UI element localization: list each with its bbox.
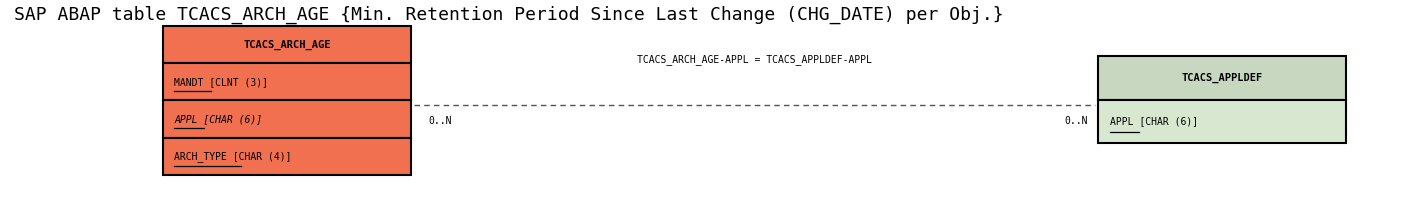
Bar xyxy=(163,26,411,63)
Bar xyxy=(1098,56,1346,100)
Bar xyxy=(163,100,411,138)
Text: TCACS_ARCH_AGE: TCACS_ARCH_AGE xyxy=(244,39,330,50)
Text: MANDT [CLNT (3)]: MANDT [CLNT (3)] xyxy=(174,77,268,87)
Text: ARCH_TYPE [CHAR (4)]: ARCH_TYPE [CHAR (4)] xyxy=(174,151,292,162)
Text: TCACS_APPLDEF: TCACS_APPLDEF xyxy=(1182,72,1263,83)
Bar xyxy=(163,63,411,100)
Text: APPL [CHAR (6)]: APPL [CHAR (6)] xyxy=(174,114,262,124)
Text: 0..N: 0..N xyxy=(428,116,452,126)
Text: SAP ABAP table TCACS_ARCH_AGE {Min. Retention Period Since Last Change (CHG_DATE: SAP ABAP table TCACS_ARCH_AGE {Min. Rete… xyxy=(14,6,1003,24)
Text: APPL [CHAR (6)]: APPL [CHAR (6)] xyxy=(1110,116,1197,126)
Text: 0..N: 0..N xyxy=(1064,116,1088,126)
Bar xyxy=(1098,100,1346,143)
Bar xyxy=(163,138,411,175)
Text: TCACS_ARCH_AGE-APPL = TCACS_APPLDEF-APPL: TCACS_ARCH_AGE-APPL = TCACS_APPLDEF-APPL xyxy=(638,54,871,65)
